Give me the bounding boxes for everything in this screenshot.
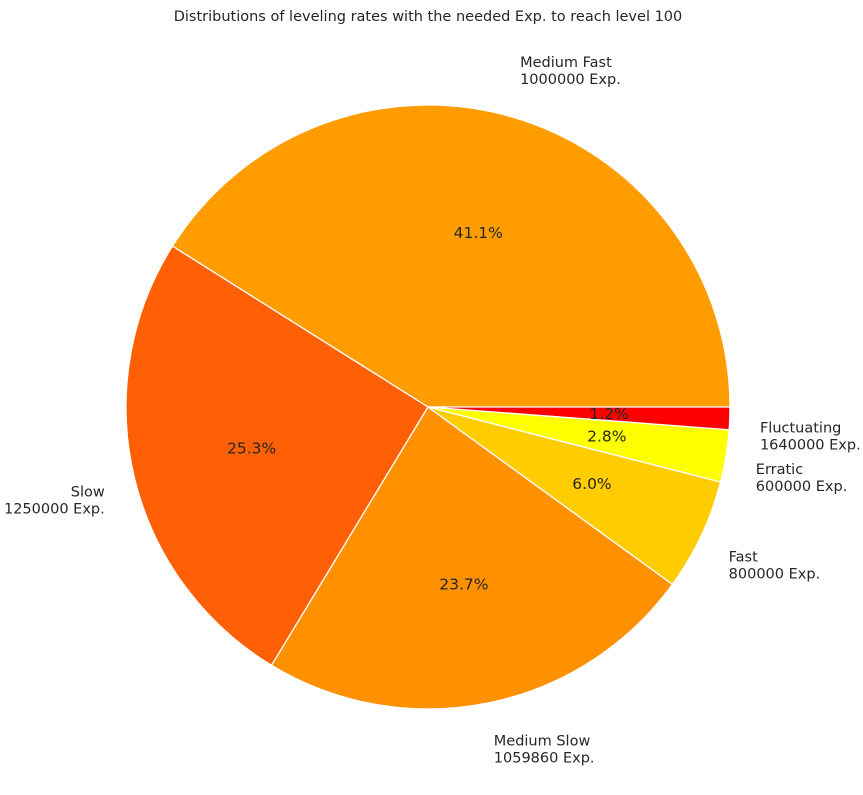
pct-label-medium-slow: 23.7%: [439, 576, 488, 594]
pct-label-fluctuating: 1.2%: [589, 405, 628, 423]
slice-label-slow: Slow 1250000 Exp.: [4, 484, 105, 517]
chart-title: Distributions of leveling rates with the…: [174, 9, 683, 25]
slice-exp: 600000 Exp.: [756, 479, 848, 495]
slice-label-fluctuating: Fluctuating 1640000 Exp.: [760, 421, 861, 454]
slice-exp: 1000000 Exp.: [520, 72, 621, 88]
slice-label-fast: Fast 800000 Exp.: [729, 549, 821, 582]
pct-label-slow: 25.3%: [227, 440, 276, 458]
slice-name: Slow: [71, 484, 105, 500]
pie-slice-medium-fast: [171, 104, 731, 408]
pie-slice-slow: [125, 245, 429, 666]
pie-slice-fluctuating: [427, 406, 731, 431]
pie-slice-medium-slow: [270, 406, 674, 710]
slice-name: Erratic: [756, 462, 803, 478]
pct-label-erratic: 2.8%: [587, 427, 626, 445]
slice-name: Fluctuating: [760, 421, 841, 437]
slice-exp: 1059860 Exp.: [494, 751, 595, 767]
slice-name: Medium Fast: [520, 55, 612, 71]
slice-name: Medium Slow: [494, 734, 591, 750]
slice-exp: 1250000 Exp.: [4, 501, 105, 517]
slice-label-erratic: Erratic 600000 Exp.: [756, 462, 848, 495]
slice-exp: 1640000 Exp.: [760, 438, 861, 454]
pie-labels: 41.1% Medium Fast 1000000 Exp. 25.3% Slow 125…: [4, 55, 861, 767]
slice-label-medium-slow: Medium Slow 1059860 Exp.: [494, 734, 595, 767]
slice-label-medium-fast: Medium Fast 1000000 Exp.: [520, 55, 621, 88]
slice-exp: 800000 Exp.: [729, 566, 821, 582]
pie-slices: [125, 104, 731, 710]
pct-label-medium-fast: 41.1%: [454, 224, 503, 242]
pct-label-fast: 6.0%: [572, 475, 611, 493]
slice-name: Fast: [729, 549, 758, 565]
